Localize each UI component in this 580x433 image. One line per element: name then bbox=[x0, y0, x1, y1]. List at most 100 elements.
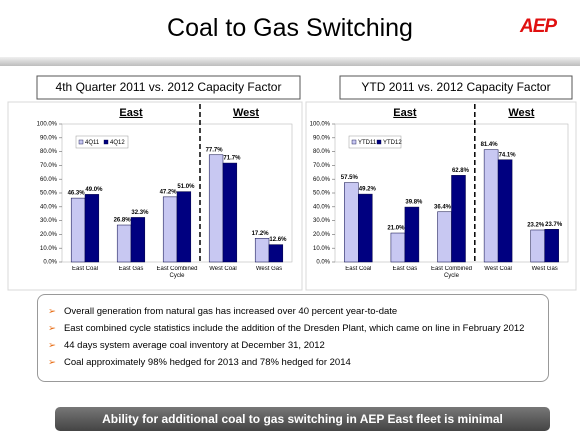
value-label: 21.0% bbox=[387, 226, 405, 232]
y-tick-label: 40.0% bbox=[313, 204, 331, 210]
banner: Ability for additional coal to gas switc… bbox=[55, 407, 550, 431]
y-tick-label: 20.0% bbox=[313, 232, 331, 238]
bar bbox=[344, 182, 359, 263]
bar bbox=[483, 149, 499, 263]
charts: 4th Quarter 2011 vs. 2012 Capacity Facto… bbox=[7, 75, 577, 291]
legend-box bbox=[75, 135, 129, 149]
chart-title-box bbox=[36, 75, 301, 100]
bar bbox=[162, 196, 178, 263]
bar bbox=[390, 232, 406, 263]
x-tick-label-box: West Gas bbox=[255, 266, 283, 272]
bullet: Overall generation from natural gas has … bbox=[48, 303, 538, 320]
slide-title: Coal to Gas Switching bbox=[167, 14, 413, 42]
group-label: West bbox=[508, 107, 534, 119]
y-tick-label: 90.0% bbox=[40, 135, 58, 141]
group-label: East bbox=[393, 107, 417, 119]
value-label: 57.5% bbox=[341, 175, 359, 181]
x-tick-label-box: East Coal bbox=[71, 266, 98, 272]
bar bbox=[222, 162, 238, 263]
x-tick-label-box: West Coal bbox=[484, 266, 512, 272]
bar bbox=[404, 206, 420, 263]
bar bbox=[530, 229, 545, 263]
chart-title: YTD 2011 vs. 2012 Capacity Factor bbox=[361, 80, 550, 94]
y-tick-label: 30.0% bbox=[40, 218, 58, 224]
bar bbox=[254, 238, 270, 263]
value-label: 62.8% bbox=[452, 168, 470, 174]
value-label: 36.4% bbox=[434, 204, 452, 210]
legend-label: YTD11 bbox=[358, 140, 377, 146]
y-tick-label: 100.0% bbox=[310, 122, 331, 128]
chart-frame bbox=[7, 101, 303, 291]
x-tick-label-box: East Combined Cycle bbox=[430, 266, 472, 279]
x-tick-label-box: West Gas bbox=[531, 266, 558, 272]
bar bbox=[451, 175, 466, 263]
y-tick-label: 90.0% bbox=[313, 135, 331, 141]
bullet-box: Overall generation from natural gas has … bbox=[37, 294, 549, 382]
x-tick-label-box: East Gas bbox=[118, 266, 144, 272]
y-tick-label: 10.0% bbox=[313, 246, 331, 252]
value-label: 26.8% bbox=[114, 218, 132, 224]
value-label: 49.0% bbox=[85, 187, 103, 193]
bar bbox=[130, 217, 146, 263]
bar bbox=[544, 229, 559, 263]
x-tick-label: West Coal bbox=[484, 266, 512, 272]
group-label: West bbox=[233, 107, 259, 119]
x-tick-label-box: East Coal bbox=[345, 266, 372, 272]
value-label: 23.7% bbox=[545, 222, 563, 228]
x-tick-label: East Gas bbox=[392, 266, 418, 272]
value-label: 23.2% bbox=[527, 223, 545, 229]
legend-swatch bbox=[351, 139, 357, 145]
logo: AEP bbox=[520, 16, 557, 37]
y-tick-label: 70.0% bbox=[40, 163, 58, 169]
y-tick-label: 60.0% bbox=[313, 177, 331, 183]
bullet: East combined cycle statistics include t… bbox=[48, 320, 538, 337]
value-label: 39.8% bbox=[405, 200, 423, 206]
x-tick-label: East Coal bbox=[71, 266, 98, 272]
bar bbox=[497, 159, 513, 263]
value-label: 17.2% bbox=[252, 231, 270, 237]
y-tick-label: 50.0% bbox=[40, 191, 58, 197]
x-tick-label-box: East Gas bbox=[392, 266, 418, 272]
y-tick-label: 20.0% bbox=[40, 232, 58, 238]
bar bbox=[70, 197, 86, 263]
x-tick-label: East Gas bbox=[118, 266, 144, 272]
value-label: 47.2% bbox=[160, 189, 178, 195]
bullet: Coal approximately 98% hedged for 2013 a… bbox=[48, 354, 538, 371]
value-label: 46.3% bbox=[68, 191, 86, 197]
x-tick-label: West Coal bbox=[209, 266, 237, 272]
y-tick-label: 70.0% bbox=[313, 163, 331, 169]
bar bbox=[208, 154, 224, 263]
y-tick-label: 0.0% bbox=[316, 260, 330, 266]
bar bbox=[84, 194, 100, 263]
y-tick-label: 60.0% bbox=[40, 177, 58, 183]
value-label: 74.1% bbox=[499, 152, 517, 158]
x-tick-label: East Coal bbox=[345, 266, 372, 272]
bar bbox=[437, 211, 452, 263]
bar bbox=[358, 193, 373, 263]
x-tick-label: West Gas bbox=[531, 266, 558, 272]
chart-title-box bbox=[339, 75, 573, 100]
y-tick-label: 80.0% bbox=[40, 149, 58, 155]
x-tick-label-box: West Coal bbox=[209, 266, 237, 272]
y-tick-label: 40.0% bbox=[40, 204, 58, 210]
legend-label: 4Q11 bbox=[85, 140, 100, 146]
title-rule bbox=[0, 57, 580, 66]
value-label: 81.4% bbox=[481, 142, 499, 148]
bullet: 44 days system average coal inventory at… bbox=[48, 337, 538, 354]
legend-swatch bbox=[103, 139, 109, 145]
y-tick-label: 0.0% bbox=[43, 260, 57, 266]
x-tick-label: East Combined Cycle bbox=[430, 266, 472, 279]
x-tick-label: West Gas bbox=[255, 266, 283, 272]
legend-label: YTD12 bbox=[383, 140, 402, 146]
bar bbox=[268, 244, 284, 263]
value-label: 71.7% bbox=[223, 156, 241, 162]
chart-title: 4th Quarter 2011 vs. 2012 Capacity Facto… bbox=[56, 80, 282, 94]
group-label: East bbox=[119, 107, 143, 119]
legend-box bbox=[348, 135, 402, 149]
y-tick-label: 100.0% bbox=[37, 122, 58, 128]
y-tick-label: 50.0% bbox=[313, 191, 331, 197]
legend-swatch bbox=[376, 139, 382, 145]
value-label: 51.0% bbox=[177, 184, 195, 190]
legend-swatch bbox=[78, 139, 84, 145]
value-label: 32.3% bbox=[131, 210, 149, 216]
